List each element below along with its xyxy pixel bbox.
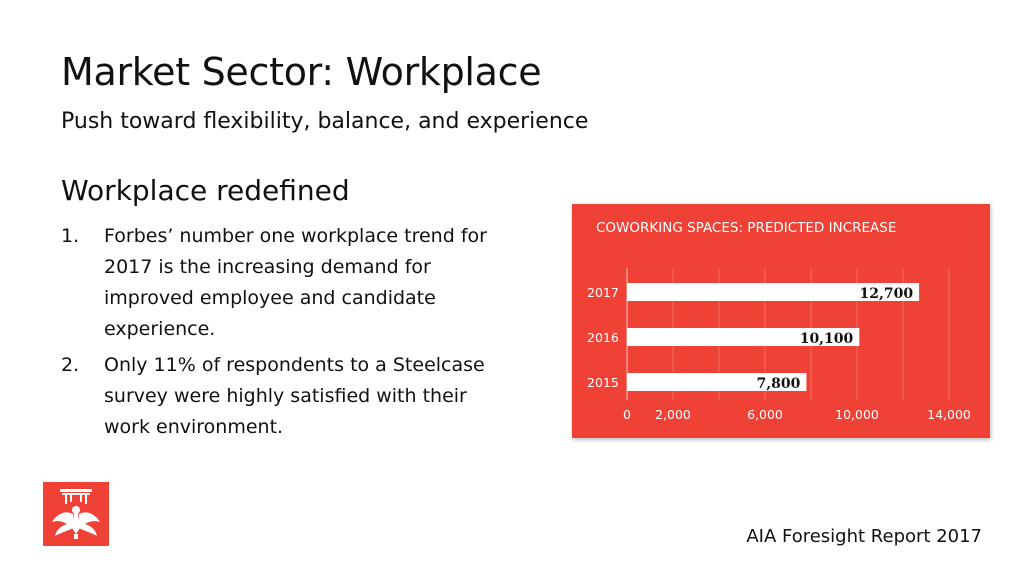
category-label: 2016 [587,330,619,345]
bar-chart: 2017 12,700 2016 10,100 2015 7,800 0 2,000 6,000… [587,268,971,422]
numbered-list: 1. Forbes’ number one workplace trend fo… [61,221,501,448]
list-item-text: Only 11% of respondents to a Steelcase s… [104,354,485,438]
x-tick-label: 10,000 [835,407,879,422]
slide-title: Market Sector: Workplace [61,50,542,94]
section-heading: Workplace redefined [61,174,350,207]
footer-report-name: AIA Foresight Report 2017 [746,526,982,547]
aia-eagle-logo-icon [43,482,109,546]
bar [627,373,807,391]
list-item-number: 2. [61,354,80,376]
bar [627,283,920,301]
data-label: 7,800 [757,376,801,392]
category-label: 2017 [587,285,619,300]
list-item: 1. Forbes’ number one workplace trend fo… [61,221,501,345]
list-item: 2. Only 11% of respondents to a Steelcas… [61,350,501,443]
x-tick-label: 6,000 [747,407,783,422]
category-label: 2015 [587,375,619,390]
bar [627,328,860,346]
x-tick-label: 14,000 [927,407,971,422]
data-label: 10,100 [800,331,854,347]
data-label: 12,700 [860,286,914,302]
chart-title: COWORKING SPACES: PREDICTED INCREASE [596,220,897,236]
list-item-number: 1. [61,225,80,247]
x-tick-label: 2,000 [655,407,691,422]
list-item-text: Forbes’ number one workplace trend for 2… [104,225,487,340]
x-tick-label: 0 [623,407,631,422]
coworking-chart-card: COWORKING SPACES: PREDICTED INCREASE 201… [572,204,990,438]
slide-subtitle: Push toward flexibility, balance, and ex… [61,109,589,134]
